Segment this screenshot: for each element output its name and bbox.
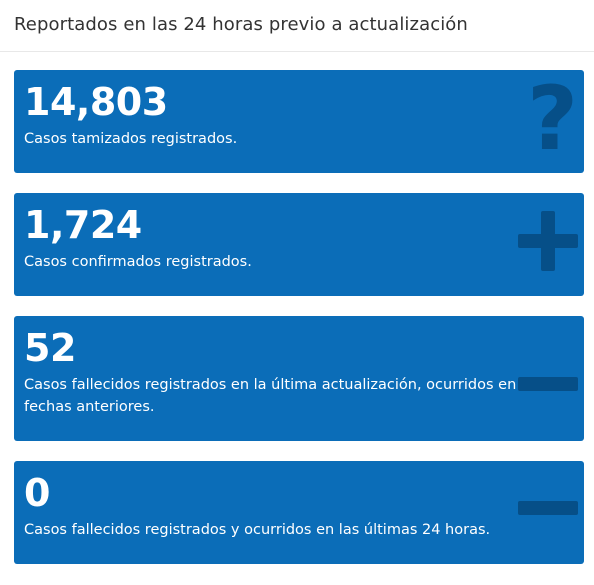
card-value: 0 [24,471,50,515]
card-value: 1,724 [24,203,142,247]
section-title: Reportados en las 24 horas previo a actu… [14,14,468,35]
card-description: Casos confirmados registrados. [24,254,252,270]
card-description: Casos fallecidos registrados en la últim… [24,377,517,415]
minus-icon [518,501,578,515]
minus-icon [518,377,578,391]
card-description: Casos fallecidos registrados y ocurridos… [24,522,491,538]
card-confirmados: 1,724 Casos confirmados registrados. [14,193,584,296]
card-value: 14,803 [24,80,168,124]
section-header: Reportados en las 24 horas previo a actu… [0,0,594,52]
card-fallecidos-anteriores: 52 Casos fallecidos registrados en la úl… [14,316,584,441]
question-icon: ? [526,70,578,170]
plus-icon [518,211,578,271]
card-description: Casos tamizados registrados. [24,131,238,147]
card-value: 52 [24,326,76,370]
card-tamizados: ? 14,803 Casos tamizados registrados. [14,70,584,173]
card-fallecidos-24h: 0 Casos fallecidos registrados y ocurrid… [14,461,584,564]
